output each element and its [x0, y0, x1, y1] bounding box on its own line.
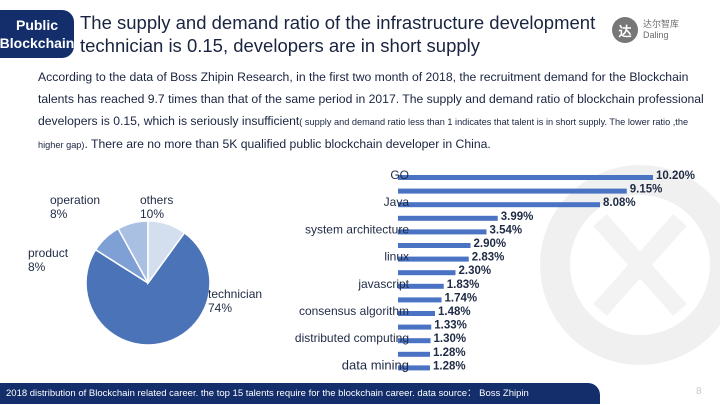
bar-value-label-10: 1.48% — [438, 306, 471, 318]
bar-value-label-8: 1.83% — [447, 279, 480, 291]
bar-7 — [398, 270, 456, 276]
bar-value-label-1: 9.15% — [630, 184, 663, 196]
pie-slice-others — [147, 220, 186, 286]
bar-category-label-14: data mining — [342, 357, 409, 372]
bar-3 — [398, 215, 498, 221]
section-tag: Public Blockchain — [0, 10, 74, 58]
bar-8 — [398, 283, 444, 289]
pie-label-product: product — [28, 246, 69, 260]
pie-label-technician: technician — [208, 287, 262, 301]
logo-text: 达尔智库 — [643, 19, 680, 29]
pie-slice-technician — [85, 231, 211, 346]
bar-value-label-13: 1.28% — [433, 347, 466, 359]
bar-4 — [398, 229, 487, 235]
bar-value-label-11: 1.33% — [434, 320, 467, 332]
bar-10 — [398, 311, 435, 316]
page-number: 8 — [696, 386, 702, 397]
pie-label-operation: operation — [50, 193, 100, 207]
bar-value-label-5: 2.90% — [474, 238, 507, 250]
bar-category-label-10: consensus algorithm — [299, 304, 409, 318]
bar-category-label-12: distributed computing — [295, 331, 409, 345]
pie-chart: technician74%product8%operation8%others1… — [28, 193, 262, 346]
bar-9 — [398, 297, 442, 303]
bar-value-label-4: 3.54% — [490, 224, 523, 236]
logo-mark-icon: 达 — [612, 17, 638, 43]
section-tag-line2: Blockchain — [0, 35, 75, 51]
footer-caption: 2018 distribution of Blockchain related … — [0, 383, 600, 404]
bar-category-label-2: Java — [384, 195, 410, 209]
bar-0 — [398, 175, 653, 180]
bar-value-label-7: 2.30% — [459, 265, 492, 277]
pie-value-technician: 74% — [208, 301, 232, 315]
bar-value-label-0: 10.20% — [656, 170, 695, 182]
bar-category-label-0: GO — [390, 168, 409, 182]
logo-subtext: Daling — [643, 30, 669, 40]
bar-12 — [398, 338, 431, 344]
bar-13 — [398, 351, 430, 357]
pie-value-others: 10% — [140, 207, 164, 221]
bar-value-label-14: 1.28% — [433, 360, 466, 372]
logo: 达 达尔智库 Daling — [612, 17, 679, 43]
section-tag-line1: Public — [15, 17, 58, 33]
bar-value-label-2: 8.08% — [603, 197, 636, 209]
bar-1 — [398, 188, 627, 194]
page-title: The supply and demand ratio of the infra… — [80, 12, 596, 56]
bar-category-label-6: linux — [384, 250, 409, 264]
bar-chart: 10.20% GO 9.15%8.08% Java 3.99%3.54% system a… — [295, 168, 695, 372]
pie-value-operation: 8% — [50, 207, 68, 221]
bar-category-label-4: system architecture — [305, 222, 409, 236]
bar-6 — [398, 256, 469, 262]
bar-value-label-6: 2.83% — [472, 252, 505, 264]
bar-2 — [398, 202, 600, 208]
description-part3: . There are no more than 5K qualified pu… — [84, 137, 491, 151]
bar-value-label-9: 1.74% — [445, 292, 478, 304]
bar-5 — [398, 243, 471, 248]
bar-value-label-3: 3.99% — [501, 211, 534, 223]
bar-category-label-8: javascript — [357, 277, 409, 291]
description-part1: According to the data of Boss Zhipin Res… — [38, 70, 704, 128]
bar-11 — [398, 324, 432, 330]
description-note: ( supply and demand ratio less than 1 in… — [38, 117, 689, 150]
bar-14 — [398, 365, 430, 371]
bar-value-label-12: 1.30% — [434, 333, 467, 345]
description-text: According to the data of Boss Zhipin Res… — [38, 66, 708, 156]
pie-label-others: others — [140, 193, 173, 207]
pie-value-product: 8% — [28, 260, 46, 274]
